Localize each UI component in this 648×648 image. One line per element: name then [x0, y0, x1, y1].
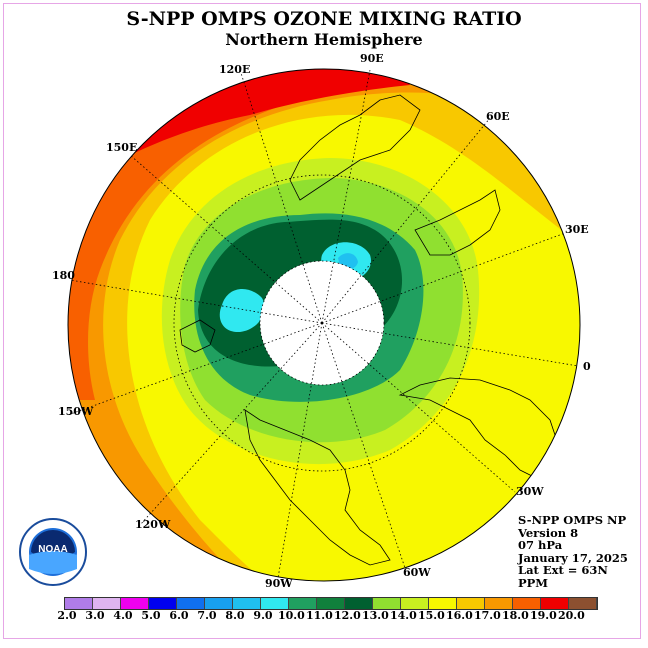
info-instrument: S-NPP OMPS NP: [518, 513, 627, 527]
meridian-30w: [321, 322, 516, 493]
meridian-150e: [129, 154, 323, 324]
colorbar-tick-label: 15.0: [418, 609, 445, 622]
info-level: 07 hPa: [518, 538, 563, 553]
colorbar-tick-label: 19.0: [530, 609, 557, 622]
colorbar-swatch: [569, 598, 597, 609]
colorbar-tick-label: 10.0: [278, 609, 305, 622]
colorbar-tick-label: 13.0: [362, 609, 389, 622]
colorbar-swatch: [93, 598, 121, 609]
colorbar-swatch: [205, 598, 233, 609]
colorbar-tick-label: 18.0: [502, 609, 529, 622]
colorbar-swatch: [429, 598, 457, 609]
colorbar-tick-label: 7.0: [197, 609, 217, 622]
field-9-10-core-a: [219, 288, 265, 333]
colorbar-tick-label: 12.0: [334, 609, 361, 622]
info-lat-ext: Lat Ext = 63N: [518, 563, 608, 578]
colorbar-tick-label: 2.0: [57, 609, 77, 622]
meridian-150w: [67, 322, 323, 416]
colorbar-swatch: [233, 598, 261, 609]
latitude-circle-80: [259, 260, 385, 386]
chart-subtitle: Northern Hemisphere: [225, 30, 423, 49]
info-version: Version 8: [518, 525, 579, 540]
colorbar-swatch: [401, 598, 429, 609]
ozone-field: [68, 69, 580, 581]
lon-label-60e: 60E: [486, 110, 510, 123]
meridian-60e: [321, 117, 491, 324]
latitude-circle-60: [173, 174, 471, 472]
colorbar-swatch: [65, 598, 93, 609]
meridian-180: [69, 279, 323, 324]
colorbar-swatch: [317, 598, 345, 609]
colorbar-tick-label: 9.0: [253, 609, 273, 622]
colorbar-swatch: [345, 598, 373, 609]
meridian-120e: [239, 69, 323, 324]
colorbar-tick-label: 17.0: [474, 609, 501, 622]
field-18-19: [68, 69, 430, 400]
meridian-0: [321, 322, 579, 367]
lon-label-90w: 90W: [265, 577, 293, 590]
alaska-outline: [179, 319, 216, 353]
colorbar-tick-label: 14.0: [390, 609, 417, 622]
meridian-120w: [139, 322, 323, 526]
chart-title: S-NPP OMPS OZONE MIXING RATIO: [126, 8, 522, 30]
lon-label-30w: 30W: [516, 485, 544, 498]
colorbar-swatch: [457, 598, 485, 609]
lon-label-120e: 120E: [219, 63, 250, 76]
logo-water: [29, 551, 77, 574]
colorbar-tick-label: 3.0: [85, 609, 105, 622]
colorbar-swatch: [541, 598, 569, 609]
logo-text: NOAA: [38, 544, 67, 555]
product-info: S-NPP OMPS NP Version 8 07 hPa January 1…: [518, 514, 628, 590]
colorbar: [64, 597, 598, 610]
colorbar-swatch: [261, 598, 289, 609]
field-19-20: [120, 69, 410, 160]
colorbar-tick-label: 8.0: [225, 609, 245, 622]
lon-label-0: 0: [583, 360, 591, 373]
colorbar-tick-label: 6.0: [169, 609, 189, 622]
lon-label-60w: 60W: [403, 566, 431, 579]
meridian-90e: [321, 69, 371, 324]
info-units: PPM: [518, 575, 549, 590]
colorbar-swatch: [149, 598, 177, 609]
colorbar-tick-label: 4.0: [113, 609, 133, 622]
colorbar-swatch: [289, 598, 317, 609]
lon-label-120w: 120W: [135, 518, 171, 531]
figure-frame: [3, 3, 641, 639]
colorbar-swatch: [373, 598, 401, 609]
colorbar-tick-label: 16.0: [446, 609, 473, 622]
graticule: [67, 69, 579, 579]
lon-label-180: 180: [52, 269, 75, 282]
colorbar-tick-label: 11.0: [306, 609, 333, 622]
colorbar-swatch: [513, 598, 541, 609]
colorbar-tick-label: 5.0: [141, 609, 161, 622]
meridian-90w: [277, 322, 323, 579]
noaa-logo: NOAA: [19, 518, 87, 586]
lon-label-150w: 150W: [58, 405, 94, 418]
colorbar-swatch: [177, 598, 205, 609]
info-date: January 17, 2025: [518, 550, 628, 565]
asia-outline: [289, 94, 421, 201]
meridian-60w: [321, 322, 406, 569]
lon-label-90e: 90E: [360, 52, 384, 65]
colorbar-tick-label: 20.0: [558, 609, 585, 622]
colorbar-swatch: [485, 598, 513, 609]
longitude-labels: 90E 60E 30E 0 30W 60W 90W 120W 150W 180 …: [52, 52, 591, 590]
north-america-outline: [244, 409, 391, 566]
lon-label-150e: 150E: [106, 141, 137, 154]
arabia-india-outline: [414, 189, 501, 256]
lon-label-30e: 30E: [565, 223, 589, 236]
colorbar-swatch: [121, 598, 149, 609]
map-boundary: [67, 68, 581, 582]
